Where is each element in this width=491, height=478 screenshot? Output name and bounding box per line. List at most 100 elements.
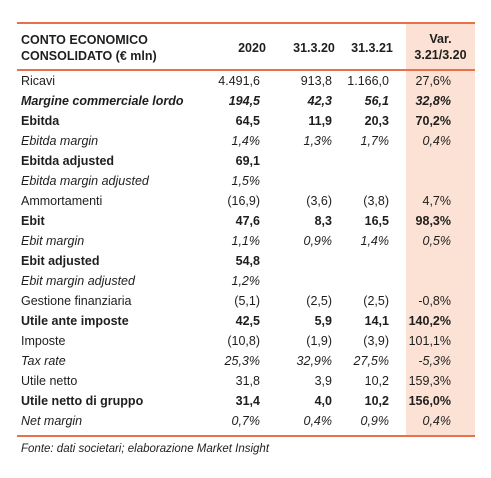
row-label: Ebit [21,214,45,228]
cell-31-3-21: 1.166,0 [347,74,389,88]
cell-2020: 0,7% [231,414,261,428]
cell-2020: 1,5% [231,174,261,188]
cell-31-3-20: 4,0 [314,394,332,408]
row-label: Utile ante imposte [21,314,129,328]
table-title: CONTO ECONOMICO CONSOLIDATO (€ mln) [21,32,157,64]
table-row: Ricavi 4.491,6 913,8 1.166,0 27,6% [17,71,475,91]
income-statement-table: CONTO ECONOMICO CONSOLIDATO (€ mln) 2020… [17,22,475,437]
cell-31-3-20: 3,9 [314,374,332,388]
cell-31-3-20: (1,9) [306,334,332,348]
row-label: Gestione finanziaria [21,294,132,308]
cell-31-3-21: 10,2 [364,394,389,408]
col-header-2020: 2020 [238,41,266,55]
table-row: Ebit adjusted 54,8 [17,251,475,271]
cell-2020: (16,9) [227,194,260,208]
cell-var: -5,3% [418,354,451,368]
table-row: Ebitda 64,5 11,9 20,3 70,2% [17,111,475,131]
col-header-var-line1: Var. [429,32,452,46]
cell-31-3-20: 5,9 [314,314,332,328]
table-row: Imposte (10,8) (1,9) (3,9) 101,1% [17,331,475,351]
cell-var: 32,8% [415,94,451,108]
cell-var: 0,5% [422,234,452,248]
var-column-highlight [406,22,475,437]
cell-var: 27,6% [415,74,451,88]
cell-31-3-20: 42,3 [307,94,332,108]
cell-var: 0,4% [422,414,452,428]
cell-31-3-21: 14,1 [364,314,389,328]
col-header-31-3-21: 31.3.21 [351,41,393,55]
source-footnote: Fonte: dati societari; elaborazione Mark… [21,443,270,455]
cell-31-3-21: 0,9% [360,414,390,428]
cell-2020: 47,6 [235,214,260,228]
table-row: Ammortamenti (16,9) (3,6) (3,8) 4,7% [17,191,475,211]
cell-2020: 1,4% [231,134,261,148]
table-row: Ebitda margin 1,4% 1,3% 1,7% 0,4% [17,131,475,151]
cell-2020: 4.491,6 [218,74,260,88]
cell-2020: 194,5 [228,94,260,108]
cell-2020: (5,1) [234,294,260,308]
cell-var: 156,0% [408,394,451,408]
row-label: Ebitda adjusted [21,154,115,168]
table-row: Utile netto 31,8 3,9 10,2 159,3% [17,371,475,391]
cell-31-3-21: 27,5% [353,354,389,368]
cell-31-3-21: (3,9) [363,334,389,348]
row-label: Tax rate [21,354,66,368]
cell-2020: 1,2% [231,274,261,288]
row-label: Ebitda margin [21,134,99,148]
cell-31-3-20: 8,3 [314,214,332,228]
cell-31-3-20: 0,9% [303,234,333,248]
cell-var: -0,8% [418,294,451,308]
row-label: Ebitda margin adjusted [21,174,149,188]
cell-var: 159,3% [408,374,451,388]
table-title-line1: CONTO ECONOMICO [21,33,148,47]
table-body: Ricavi 4.491,6 913,8 1.166,0 27,6% Margine co… [17,71,475,431]
cell-var: 101,1% [408,334,451,348]
cell-2020: (10,8) [227,334,260,348]
cell-2020: 64,5 [235,114,260,128]
col-header-var-line2: 3.21/3.20 [414,48,467,62]
table-row: Ebit 47,6 8,3 16,5 98,3% [17,211,475,231]
cell-31-3-21: 1,4% [360,234,390,248]
row-label: Net margin [21,414,83,428]
row-label: Utile netto di gruppo [21,394,144,408]
cell-31-3-20: 32,9% [296,354,332,368]
table-row: Ebit margin adjusted 1,2% [17,271,475,291]
row-label: Imposte [21,334,66,348]
cell-31-3-21: 56,1 [364,94,389,108]
cell-31-3-21: (2,5) [363,294,389,308]
table-row: Gestione finanziaria (5,1) (2,5) (2,5) -0,8% [17,291,475,311]
row-label: Ebit adjusted [21,254,100,268]
cell-2020: 42,5 [235,314,260,328]
table-row: Ebitda adjusted 69,1 [17,151,475,171]
row-label: Margine commerciale lordo [21,94,184,108]
table-row: Ebit margin 1,1% 0,9% 1,4% 0,5% [17,231,475,251]
table-bottom-rule [17,435,475,437]
row-label: Ebit margin adjusted [21,274,135,288]
table-row: Utile netto di gruppo 31,4 4,0 10,2 156,0% [17,391,475,411]
row-label: Ebit margin [21,234,85,248]
cell-31-3-21: 1,7% [360,134,390,148]
cell-var: 4,7% [422,194,452,208]
row-label: Utile netto [21,374,78,388]
col-header-var: Var. 3.21/3.20 [406,31,475,63]
cell-var: 0,4% [422,134,452,148]
cell-31-3-20: 0,4% [303,414,333,428]
table-row: Utile ante imposte 42,5 5,9 14,1 140,2% [17,311,475,331]
cell-var: 98,3% [415,214,451,228]
cell-2020: 69,1 [235,154,260,168]
cell-var: 70,2% [415,114,451,128]
table-row: Margine commerciale lordo 194,5 42,3 56,1 32… [17,91,475,111]
cell-31-3-20: (2,5) [306,294,332,308]
cell-31-3-20: 913,8 [300,74,332,88]
row-label: Ebitda [21,114,60,128]
cell-31-3-21: 10,2 [364,374,389,388]
cell-31-3-20: (3,6) [306,194,332,208]
cell-2020: 1,1% [231,234,261,248]
col-header-31-3-20: 31.3.20 [293,41,335,55]
row-label: Ricavi [21,74,56,88]
cell-31-3-21: 20,3 [364,114,389,128]
row-label: Ammortamenti [21,194,103,208]
cell-31-3-21: 16,5 [364,214,389,228]
table-row: Tax rate 25,3% 32,9% 27,5% -5,3% [17,351,475,371]
table-title-line2: CONSOLIDATO (€ mln) [21,49,157,63]
